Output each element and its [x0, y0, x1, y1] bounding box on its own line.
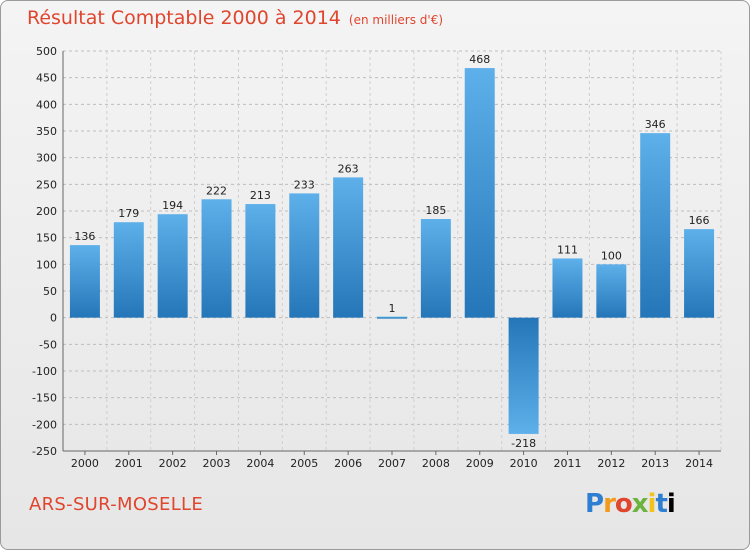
bar	[201, 199, 232, 318]
logo-letter: t	[655, 489, 667, 519]
x-tick-label: 2004	[246, 457, 274, 470]
y-tick-label: -250	[32, 445, 57, 458]
data-label: 263	[338, 162, 359, 175]
logo-letter: r	[603, 489, 616, 519]
y-tick-label: -200	[32, 418, 57, 431]
bar	[245, 204, 276, 318]
data-label: 222	[206, 184, 227, 197]
bar	[113, 222, 144, 318]
data-label: 233	[294, 178, 315, 191]
data-label: 1	[389, 302, 396, 315]
logo-letter: o	[614, 489, 633, 519]
chart-title: Résultat Comptable 2000 à 2014 (en millie…	[27, 7, 443, 29]
chart-title-text: Résultat Comptable 2000 à 2014	[27, 7, 341, 29]
bar	[289, 193, 320, 318]
y-tick-label: 200	[36, 205, 57, 218]
data-label: 213	[250, 189, 271, 202]
data-label: 166	[689, 214, 710, 227]
data-label: -218	[511, 437, 536, 450]
x-tick-label: 2000	[71, 457, 99, 470]
y-tick-label: 0	[50, 312, 57, 325]
bar	[464, 68, 495, 318]
proxiti-logo: Proxiti	[585, 489, 676, 519]
y-tick-label: 250	[36, 178, 57, 191]
data-label: 111	[557, 243, 578, 256]
y-tick-label: 500	[36, 45, 57, 58]
bar	[684, 229, 715, 318]
data-label: 179	[118, 207, 139, 220]
logo-letter: x	[631, 489, 649, 519]
x-tick-label: 2012	[597, 457, 625, 470]
bar	[69, 245, 100, 318]
bar	[640, 133, 671, 318]
y-tick-label: -50	[39, 338, 57, 351]
y-tick-label: 300	[36, 152, 57, 165]
x-tick-label: 2002	[159, 457, 187, 470]
x-tick-label: 2014	[685, 457, 713, 470]
bar	[333, 177, 364, 318]
town-name: ARS-SUR-MOSELLE	[29, 494, 204, 515]
y-tick-label: 350	[36, 125, 57, 138]
x-tick-label: 2010	[510, 457, 538, 470]
x-tick-label: 2006	[334, 457, 362, 470]
logo-letter: i	[647, 489, 657, 519]
x-tick-label: 2007	[378, 457, 406, 470]
bar	[552, 258, 583, 318]
x-tick-label: 2008	[422, 457, 450, 470]
x-tick-label: 2009	[466, 457, 494, 470]
chart-subtitle: (en milliers d'€)	[348, 13, 444, 27]
data-label: 468	[469, 53, 490, 66]
y-tick-label: 450	[36, 72, 57, 85]
data-labels: 136 179 194 222 213 233 263 1 185 468 -218 111 100 34…	[74, 53, 709, 450]
data-label: 185	[425, 204, 446, 217]
bar	[596, 264, 627, 318]
x-tick-label: 2003	[203, 457, 231, 470]
bar	[420, 219, 451, 318]
y-tick-label: 150	[36, 232, 57, 245]
axes: 500450400350300250200150100500-50-100-15…	[32, 45, 721, 470]
bar	[508, 317, 539, 434]
bar	[377, 316, 407, 319]
data-label: 136	[74, 230, 95, 243]
y-tick-label: -150	[32, 392, 57, 405]
data-label: 100	[601, 249, 622, 262]
logo-letter: i	[666, 489, 676, 519]
logo-letter: P	[585, 489, 604, 519]
x-tick-label: 2013	[641, 457, 669, 470]
y-tick-label: 100	[36, 258, 57, 271]
y-tick-label: 50	[43, 285, 57, 298]
data-label: 194	[162, 199, 183, 212]
bar	[157, 214, 188, 318]
y-tick-label: 400	[36, 98, 57, 111]
x-tick-label: 2001	[115, 457, 143, 470]
bars	[69, 68, 715, 434]
data-label: 346	[645, 118, 666, 131]
y-tick-label: -100	[32, 365, 57, 378]
x-tick-label: 2005	[290, 457, 318, 470]
x-tick-label: 2011	[553, 457, 581, 470]
